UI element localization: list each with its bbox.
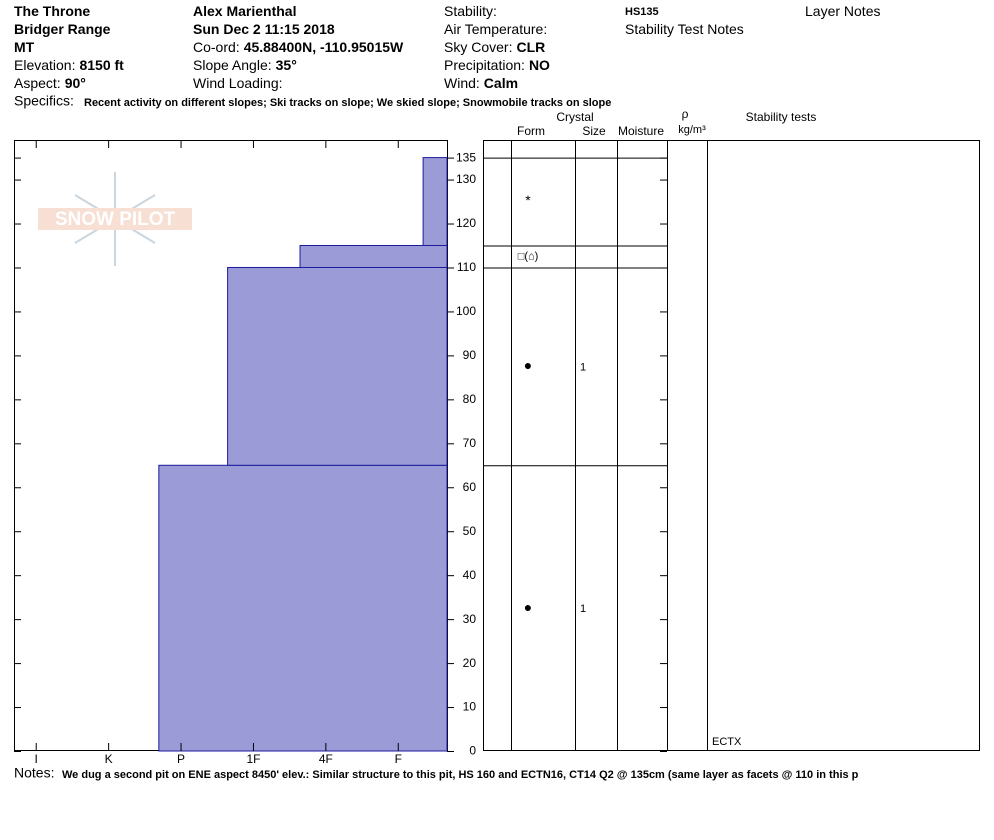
hardness-bar [299, 244, 448, 268]
x-tick-label: K [105, 752, 113, 766]
header-field: Wind Loading: [193, 75, 283, 91]
field-value: HS135 [625, 6, 659, 18]
header-field: MT [14, 39, 35, 55]
x-tick-label: F [395, 752, 402, 766]
x-tick-label: I [35, 752, 38, 766]
y-tick-label: 80 [463, 392, 477, 406]
notes-label: Notes: [14, 765, 54, 781]
x-tick-label: 1F [246, 752, 260, 766]
x-tick-label: 4F [319, 752, 333, 766]
header-field: Aspect: 90° [14, 75, 86, 91]
field-label: Elevation: [14, 57, 75, 73]
y-tick-label: 0 [469, 744, 476, 758]
field-label: Wind: [444, 75, 480, 91]
y-tick-label: 135 [456, 150, 476, 164]
y-tick-label: 100 [456, 304, 476, 318]
field-value: Calm [484, 75, 518, 91]
field-label: Wind Loading: [193, 75, 283, 91]
field-label: Sky Cover: [444, 39, 512, 55]
stability-test: ECTX [712, 736, 742, 748]
y-tick-label: 40 [463, 568, 477, 582]
logo-text: SNOW PILOT [55, 209, 176, 230]
header-field: Slope Angle: 35° [193, 57, 297, 73]
field-value: 45.88400N, -110.95015W [244, 39, 404, 55]
field-value: CLR [516, 39, 545, 55]
col-header: Size [582, 124, 606, 138]
header-field: Sun Dec 2 11:15 2018 [193, 21, 335, 37]
grain-size: 1 [580, 603, 586, 615]
header-field: Stability Test Notes [625, 21, 744, 37]
field-label: Air Temperature: [444, 21, 547, 37]
header-field: Wind: Calm [444, 75, 518, 91]
field-label: Precipitation: [444, 57, 525, 73]
x-tick-label: P [177, 752, 185, 766]
y-tick-label: 90 [463, 348, 477, 362]
y-tick-label: 70 [463, 436, 477, 450]
field-value: 35° [276, 57, 297, 73]
specifics: Recent activity on different slopes; Ski… [84, 97, 611, 109]
header-field: Alex Marienthal [193, 3, 296, 19]
header-field: HS135 [625, 6, 659, 18]
hardness-bar [422, 157, 448, 246]
specifics-label: Specifics: [14, 93, 74, 109]
y-tick-label: 110 [457, 260, 476, 274]
field-value: 90° [65, 75, 86, 91]
header-field: Co-ord: 45.88400N, -110.95015W [193, 39, 404, 55]
hardness-bar [158, 464, 448, 752]
col-header: Form [517, 124, 545, 138]
y-tick-label: 30 [463, 612, 477, 626]
header-field: Precipitation: NO [444, 57, 550, 73]
field-value: Sun Dec 2 11:15 2018 [193, 21, 335, 37]
y-tick-label: 10 [463, 700, 477, 714]
header-field: Layer Notes [805, 3, 880, 19]
col-header: kg/m³ [678, 124, 706, 136]
header-field: Sky Cover: CLR [444, 39, 545, 55]
grain-size: 1 [580, 361, 586, 373]
y-tick-label: 130 [456, 172, 476, 186]
col-header: Stability tests [746, 110, 817, 124]
y-tick-label: 50 [463, 524, 477, 538]
header-field: Elevation: 8150 ft [14, 57, 124, 73]
col-header: ρ [682, 107, 689, 121]
header-field: Stability: [444, 3, 497, 19]
field-label: Stability: [444, 3, 497, 19]
field-label: Aspect: [14, 75, 61, 91]
grain-form: □(⌂) [518, 250, 539, 262]
field-label: Stability Test Notes [625, 21, 744, 37]
y-tick-label: 60 [463, 480, 477, 494]
notes: We dug a second pit on ENE aspect 8450' … [62, 769, 859, 781]
header-field: Bridger Range [14, 21, 111, 37]
grain-form: * [525, 192, 531, 208]
field-value: MT [14, 39, 35, 55]
field-label: Slope Angle: [193, 57, 272, 73]
y-tick-label: 120 [456, 216, 476, 230]
header-field: Air Temperature: [444, 21, 547, 37]
field-label: Co-ord: [193, 39, 240, 55]
hardness-bar [227, 266, 448, 466]
col-header: Crystal [556, 110, 593, 124]
field-label: Layer Notes [805, 3, 880, 19]
logo: SNOW PILOT [38, 172, 192, 266]
grain-form: ● [524, 599, 532, 615]
y-tick-label: 20 [463, 656, 477, 670]
field-value: NO [529, 57, 550, 73]
field-value: 8150 ft [79, 57, 124, 73]
field-value: Alex Marienthal [193, 3, 296, 19]
field-value: The Throne [14, 3, 90, 19]
header-field: The Throne [14, 3, 90, 19]
grain-form: ● [524, 357, 532, 373]
col-header: Moisture [618, 124, 664, 138]
field-value: Bridger Range [14, 21, 111, 37]
